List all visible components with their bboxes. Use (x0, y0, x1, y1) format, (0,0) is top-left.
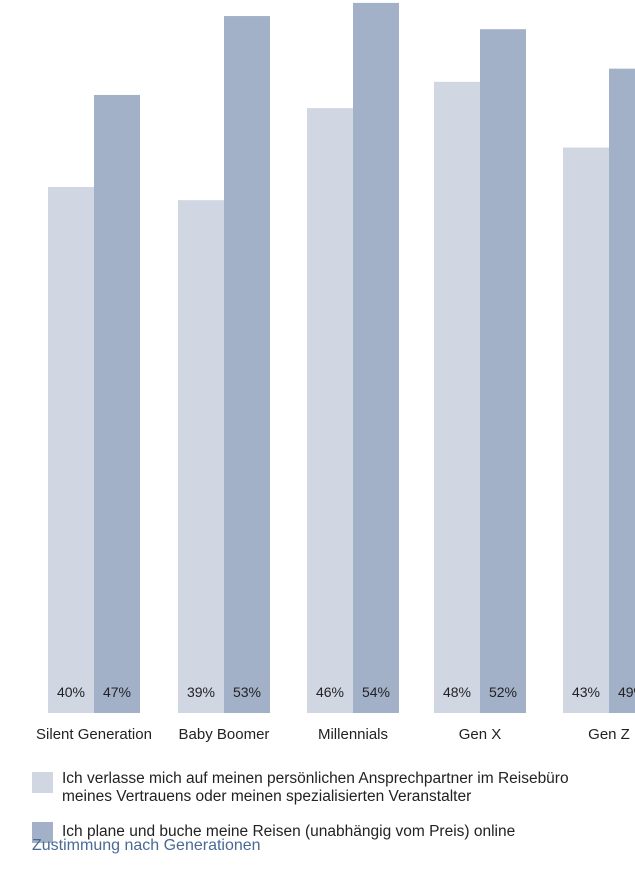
category-label-gen-x: Gen X (459, 726, 502, 743)
category-label-gen-z: Gen Z (588, 726, 630, 743)
bar-gen-x-series-2 (480, 29, 526, 713)
bar-silent-generation-series-2 (94, 94, 140, 713)
bar-millennials-series-1 (307, 108, 353, 714)
bar-millennials-series-2 (353, 2, 399, 713)
category-label-silent-generation: Silent Generation (36, 726, 152, 743)
legend-label-personal-agent-line1: Ich verlasse mich auf meinen persönliche… (62, 770, 569, 787)
data-label-silent-generation-series-2: 47% (103, 684, 131, 700)
legend: Ich verlasse mich auf meinen persönliche… (32, 770, 635, 843)
data-label-gen-x-series-2: 52% (489, 684, 517, 700)
bar-gen-z-series-1 (563, 147, 609, 714)
data-label-gen-x-series-1: 48% (443, 684, 471, 700)
category-label-baby-boomer: Baby Boomer (179, 726, 270, 743)
legend-item-online-booking: Ich plane und buche meine Reisen (unabhä… (32, 822, 635, 843)
chart-caption: Zustimmung nach Generationen (32, 837, 261, 854)
bar-baby-boomer-series-1 (178, 200, 224, 713)
bar-gen-z-series-2 (609, 68, 635, 713)
bar-silent-generation-series-1 (48, 187, 94, 713)
legend-label-personal-agent-line2: meines Vertrauens oder meinen spezialisi… (62, 788, 472, 805)
legend-label-online-booking: Ich plane und buche meine Reisen (unabhä… (62, 823, 516, 840)
category-label-millennials: Millennials (318, 726, 388, 743)
legend-swatch-personal-agent (32, 772, 53, 793)
bar-baby-boomer-series-2 (224, 16, 270, 714)
data-label-millennials-series-2: 54% (362, 684, 390, 700)
bar-chart: 40% 47% Silent Generation 39% 53% Baby Boomer… (36, 2, 635, 743)
bar-gen-x-series-1 (434, 81, 480, 714)
data-label-silent-generation-series-1: 40% (57, 684, 85, 700)
data-label-millennials-series-1: 46% (316, 684, 344, 700)
legend-item-personal-agent: Ich verlasse mich auf meinen persönliche… (32, 770, 635, 806)
data-label-gen-z-series-1: 43% (572, 684, 600, 700)
legend-swatch-online-booking (32, 822, 53, 843)
data-label-baby-boomer-series-1: 39% (187, 684, 215, 700)
data-label-baby-boomer-series-2: 53% (233, 684, 261, 700)
data-label-gen-z-series-2: 49% (618, 684, 635, 700)
